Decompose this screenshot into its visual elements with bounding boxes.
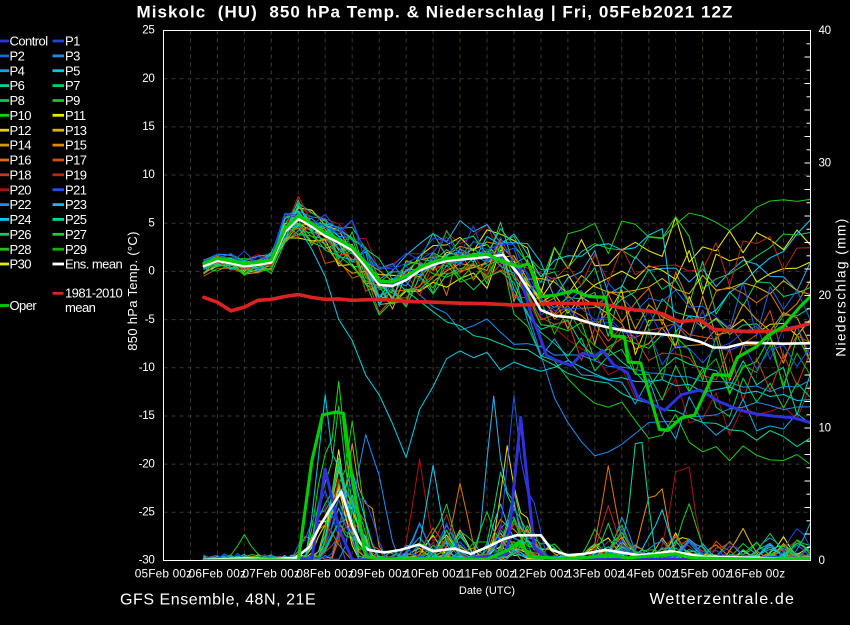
svg-text:P1: P1 xyxy=(65,34,80,49)
svg-text:Ens. mean: Ens. mean xyxy=(65,257,123,272)
svg-text:P19: P19 xyxy=(65,167,87,182)
svg-text:20: 20 xyxy=(142,72,154,85)
svg-text:-5: -5 xyxy=(145,313,155,326)
svg-text:0: 0 xyxy=(819,554,825,567)
svg-text:P9: P9 xyxy=(65,93,80,108)
svg-text:P22: P22 xyxy=(10,197,32,212)
svg-text:850 hPa Temp. (°C): 850 hPa Temp. (°C) xyxy=(125,231,140,350)
svg-text:Control: Control xyxy=(10,34,49,49)
svg-text:P15: P15 xyxy=(65,138,87,153)
svg-text:10: 10 xyxy=(819,422,831,435)
svg-text:40: 40 xyxy=(819,24,831,37)
svg-text:mean: mean xyxy=(65,300,96,315)
svg-text:15: 15 xyxy=(142,120,154,133)
svg-text:GFS Ensemble, 48N, 21E: GFS Ensemble, 48N, 21E xyxy=(120,592,316,609)
svg-text:P28: P28 xyxy=(10,242,32,257)
svg-text:P25: P25 xyxy=(65,212,87,227)
svg-text:Date (UTC): Date (UTC) xyxy=(459,585,515,597)
svg-text:P5: P5 xyxy=(65,63,80,78)
svg-text:05Feb 00z: 05Feb 00z xyxy=(135,566,193,580)
svg-text:P6: P6 xyxy=(10,78,25,93)
svg-text:12Feb 00z: 12Feb 00z xyxy=(512,566,570,580)
svg-text:Miskolc (HU) 850 hPa Temp. &: Miskolc (HU) 850 hPa Temp. & Niederschla… xyxy=(137,3,734,22)
svg-text:16Feb 00z: 16Feb 00z xyxy=(728,566,786,580)
svg-text:P29: P29 xyxy=(65,242,87,257)
svg-text:P14: P14 xyxy=(10,138,32,153)
svg-text:P23: P23 xyxy=(65,197,87,212)
svg-text:-30: -30 xyxy=(139,554,155,567)
svg-text:P18: P18 xyxy=(10,167,32,182)
svg-text:P30: P30 xyxy=(10,257,32,272)
svg-text:06Feb 00z: 06Feb 00z xyxy=(189,566,247,580)
svg-text:P16: P16 xyxy=(10,153,32,168)
svg-text:P13: P13 xyxy=(65,123,87,138)
svg-text:P11: P11 xyxy=(65,108,86,123)
svg-text:25: 25 xyxy=(142,24,154,37)
svg-text:15Feb 00z: 15Feb 00z xyxy=(674,566,732,580)
svg-text:13Feb 00z: 13Feb 00z xyxy=(566,566,624,580)
svg-text:11Feb 00z: 11Feb 00z xyxy=(459,566,516,580)
svg-text:P12: P12 xyxy=(10,123,32,138)
svg-text:-10: -10 xyxy=(139,361,155,374)
svg-text:30: 30 xyxy=(819,157,831,170)
svg-text:P21: P21 xyxy=(65,182,87,197)
svg-text:Oper: Oper xyxy=(10,298,38,313)
svg-text:10Feb 00z: 10Feb 00z xyxy=(404,566,462,580)
svg-text:07Feb 00z: 07Feb 00z xyxy=(243,566,301,580)
svg-text:0: 0 xyxy=(148,265,154,278)
svg-text:Niederschlag (mm): Niederschlag (mm) xyxy=(834,217,849,357)
svg-text:-20: -20 xyxy=(139,457,155,470)
svg-text:P7: P7 xyxy=(65,78,80,93)
svg-text:P2: P2 xyxy=(10,49,25,64)
svg-text:P20: P20 xyxy=(10,182,32,197)
svg-text:14Feb 00z: 14Feb 00z xyxy=(620,566,678,580)
svg-text:P24: P24 xyxy=(10,212,32,227)
svg-text:09Feb 00z: 09Feb 00z xyxy=(350,566,408,580)
svg-text:Wetterzentrale.de: Wetterzentrale.de xyxy=(649,591,795,608)
svg-text:P4: P4 xyxy=(10,63,25,78)
svg-text:P26: P26 xyxy=(10,227,32,242)
svg-text:P27: P27 xyxy=(65,227,87,242)
svg-text:08Feb 00z: 08Feb 00z xyxy=(296,566,354,580)
svg-text:1981-2010: 1981-2010 xyxy=(65,286,123,301)
svg-text:-15: -15 xyxy=(139,409,155,422)
svg-text:-25: -25 xyxy=(139,506,155,519)
svg-text:P10: P10 xyxy=(10,108,32,123)
svg-text:5: 5 xyxy=(148,216,154,229)
svg-text:20: 20 xyxy=(819,289,831,302)
svg-text:P3: P3 xyxy=(65,49,80,64)
svg-text:P17: P17 xyxy=(65,153,87,168)
svg-text:10: 10 xyxy=(142,168,154,181)
svg-text:P8: P8 xyxy=(10,93,25,108)
